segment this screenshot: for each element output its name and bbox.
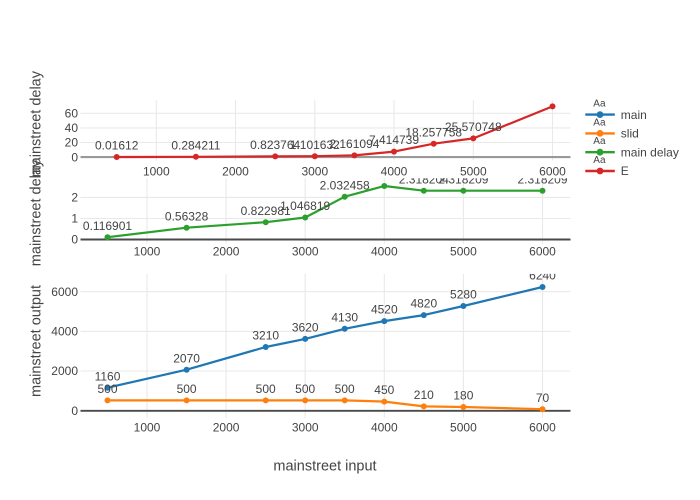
svg-text:mainstreet delay: mainstreet delay <box>29 70 45 177</box>
svg-text:0.116901: 0.116901 <box>83 219 132 233</box>
svg-text:3000: 3000 <box>292 421 319 435</box>
svg-text:Aa: Aa <box>593 99 606 110</box>
svg-text:500: 500 <box>295 382 315 396</box>
svg-text:2000: 2000 <box>213 245 240 259</box>
svg-text:2.161094: 2.161094 <box>329 137 379 151</box>
svg-text:500: 500 <box>97 382 117 396</box>
svg-text:2.318204: 2.318204 <box>399 172 449 186</box>
svg-text:4000: 4000 <box>381 165 408 179</box>
svg-text:5000: 5000 <box>450 245 477 259</box>
svg-text:5280: 5280 <box>450 288 477 302</box>
svg-text:6000: 6000 <box>51 285 78 299</box>
svg-text:1.101632: 1.101632 <box>290 138 340 152</box>
svg-text:main delay: main delay <box>621 145 679 159</box>
svg-text:0.823764: 0.823764 <box>250 138 300 152</box>
svg-text:0.01612: 0.01612 <box>95 139 139 153</box>
svg-text:60: 60 <box>65 107 79 121</box>
svg-text:3000: 3000 <box>301 165 328 179</box>
svg-text:2: 2 <box>71 191 78 205</box>
svg-text:slid: slid <box>621 127 639 141</box>
svg-text:450: 450 <box>374 383 394 397</box>
svg-text:mainstreet delay: mainstreet delay <box>29 159 45 266</box>
svg-text:0.284211: 0.284211 <box>171 138 220 152</box>
svg-text:25.570748: 25.570748 <box>445 120 502 134</box>
svg-text:2000: 2000 <box>213 421 240 435</box>
svg-text:3620: 3620 <box>292 321 319 335</box>
svg-text:7.414739: 7.414739 <box>369 133 419 147</box>
svg-text:4000: 4000 <box>371 421 398 435</box>
svg-text:6000: 6000 <box>529 245 556 259</box>
svg-text:3000: 3000 <box>292 245 319 259</box>
svg-text:6000: 6000 <box>539 165 566 179</box>
svg-text:1000: 1000 <box>134 245 161 259</box>
svg-text:mainstreet input: mainstreet input <box>273 459 376 475</box>
svg-text:6000: 6000 <box>529 421 556 435</box>
svg-text:Aa: Aa <box>593 117 606 128</box>
svg-text:5000: 5000 <box>460 165 487 179</box>
svg-text:0.822981: 0.822981 <box>241 204 291 218</box>
svg-text:20: 20 <box>65 136 79 150</box>
svg-text:main: main <box>621 108 647 122</box>
svg-text:4000: 4000 <box>51 325 78 339</box>
svg-text:2.318209: 2.318209 <box>517 172 567 186</box>
svg-text:40: 40 <box>65 121 79 135</box>
svg-text:500: 500 <box>335 382 355 396</box>
svg-text:70: 70 <box>536 391 550 405</box>
svg-text:4130: 4130 <box>331 310 358 324</box>
svg-text:1160: 1160 <box>95 369 121 383</box>
svg-text:mainstreet output: mainstreet output <box>29 285 45 397</box>
svg-text:4000: 4000 <box>371 245 398 259</box>
svg-text:210: 210 <box>414 388 434 402</box>
svg-text:2000: 2000 <box>51 364 78 378</box>
svg-text:0: 0 <box>71 233 78 247</box>
svg-text:5000: 5000 <box>450 421 477 435</box>
svg-text:1000: 1000 <box>143 165 170 179</box>
svg-text:0.56328: 0.56328 <box>165 209 209 223</box>
svg-text:2000: 2000 <box>222 165 249 179</box>
svg-text:E: E <box>621 164 629 178</box>
svg-text:Aa: Aa <box>593 155 606 166</box>
svg-text:18.257758: 18.257758 <box>405 125 462 139</box>
svg-text:6240: 6240 <box>529 269 556 283</box>
svg-text:1.046819: 1.046819 <box>280 199 330 213</box>
svg-text:2.318209: 2.318209 <box>438 172 488 186</box>
svg-text:500: 500 <box>256 382 276 396</box>
svg-text:500: 500 <box>177 382 197 396</box>
svg-text:4820: 4820 <box>410 297 437 311</box>
svg-text:Aa: Aa <box>593 136 606 147</box>
svg-text:0: 0 <box>71 404 78 418</box>
svg-text:2070: 2070 <box>173 351 200 365</box>
svg-text:2.032458: 2.032458 <box>320 178 370 192</box>
svg-text:180: 180 <box>453 389 473 403</box>
svg-text:1: 1 <box>71 212 78 226</box>
svg-text:1000: 1000 <box>134 421 161 435</box>
svg-text:4520: 4520 <box>371 303 398 317</box>
svg-text:0: 0 <box>71 151 78 165</box>
svg-text:3210: 3210 <box>252 329 279 343</box>
